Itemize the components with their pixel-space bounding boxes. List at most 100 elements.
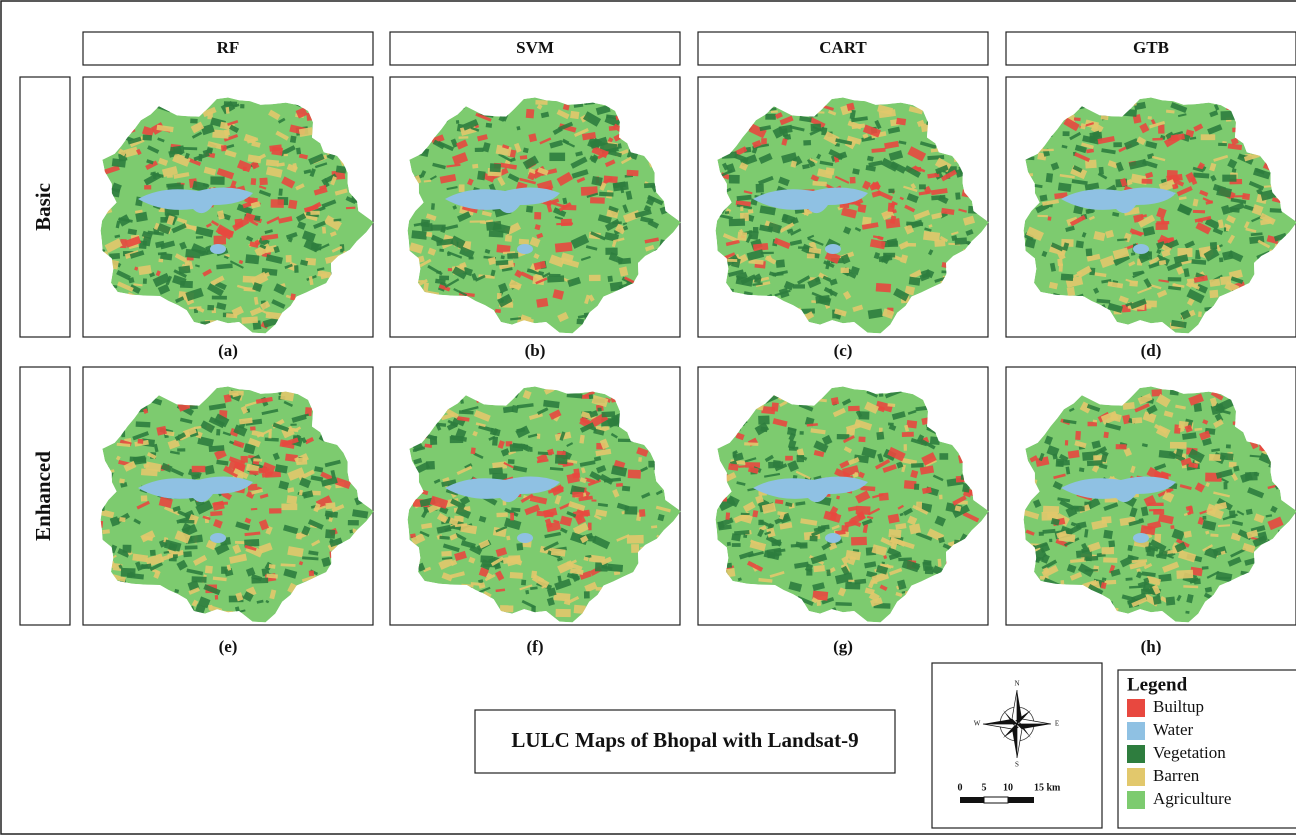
- map-patch: [826, 569, 831, 576]
- map-patch: [477, 171, 486, 181]
- map-patch: [141, 495, 148, 501]
- lake-small: [517, 533, 533, 543]
- map-patch: [535, 100, 547, 105]
- map-patch: [916, 502, 922, 510]
- map-patch: [1043, 506, 1059, 513]
- map-patch: [1145, 546, 1151, 552]
- map-patch: [508, 555, 520, 561]
- map-patch: [1102, 547, 1115, 554]
- scale-label: 0: [958, 782, 963, 793]
- map-patch: [577, 517, 582, 520]
- lake-small: [210, 244, 226, 254]
- map-patch: [1209, 454, 1221, 461]
- map-patch: [727, 259, 737, 262]
- map-patch: [744, 442, 758, 446]
- map-patch: [905, 243, 916, 247]
- map-patch: [210, 176, 224, 184]
- map-patch: [589, 394, 594, 399]
- map-patch: [183, 551, 192, 557]
- map-patch: [745, 462, 760, 468]
- map-patch: [1166, 597, 1176, 606]
- panel-label: (e): [219, 637, 238, 656]
- map-patch: [737, 232, 747, 241]
- map-patch: [934, 239, 945, 247]
- map-patch: [771, 402, 778, 411]
- map-patch: [505, 235, 512, 242]
- map-patch: [192, 466, 206, 472]
- map-patch: [748, 209, 754, 214]
- map-patch: [501, 255, 505, 259]
- map-patch: [955, 192, 960, 199]
- map-patch: [876, 432, 884, 440]
- map-patch: [251, 578, 268, 584]
- map-patch: [740, 206, 743, 211]
- map-patch: [627, 170, 639, 176]
- map-patch: [1231, 195, 1245, 197]
- map-patch: [1209, 278, 1220, 286]
- map-patch: [253, 458, 262, 462]
- map-patch: [768, 554, 775, 558]
- map-patch: [496, 260, 509, 265]
- map-patch: [1108, 540, 1115, 547]
- map-patch: [190, 119, 198, 124]
- map-patch: [850, 177, 856, 184]
- map-patch: [322, 227, 326, 234]
- map-patch: [1219, 257, 1223, 262]
- map-patch: [1166, 489, 1171, 493]
- map-patch: [1226, 225, 1229, 231]
- map-patch: [1176, 570, 1193, 579]
- map-patch: [727, 542, 731, 546]
- map-patch: [265, 437, 279, 441]
- map-patch: [235, 218, 244, 227]
- legend-label: Barren: [1153, 766, 1200, 785]
- map-patch: [848, 406, 860, 411]
- map-patch: [639, 509, 646, 517]
- legend-label: Builtup: [1153, 697, 1204, 716]
- map-patch: [919, 184, 926, 189]
- map-patch: [938, 559, 942, 567]
- map-patch: [240, 104, 244, 108]
- map-patch: [572, 492, 583, 498]
- map-patch: [911, 463, 924, 468]
- map-patch: [871, 581, 877, 584]
- map-patch: [507, 253, 518, 259]
- map-patch: [251, 178, 257, 185]
- map-patch: [119, 517, 126, 522]
- panel-label: (h): [1141, 637, 1162, 656]
- map-patch: [547, 275, 564, 282]
- map-patch: [1057, 259, 1063, 266]
- figure-title: LULC Maps of Bhopal with Landsat-9: [511, 728, 858, 752]
- map-patch: [599, 192, 613, 197]
- map-patch: [215, 595, 218, 600]
- map-patch: [590, 197, 605, 204]
- map-patch: [813, 565, 825, 572]
- map-patch: [608, 276, 613, 282]
- map-patch: [185, 249, 200, 259]
- map-patch: [496, 512, 507, 517]
- map-patch: [309, 570, 314, 576]
- map-patch: [888, 403, 896, 407]
- map-patch: [1153, 509, 1164, 515]
- map-patch: [447, 252, 451, 256]
- map-patch: [589, 275, 601, 281]
- map-patch: [925, 566, 934, 574]
- map-patch: [876, 283, 891, 293]
- map-patch: [271, 199, 284, 208]
- compass-west: W: [974, 720, 981, 728]
- map-patch: [510, 513, 514, 521]
- map-patch: [1185, 611, 1189, 614]
- map-patch: [549, 153, 565, 161]
- map-patch: [207, 305, 214, 311]
- map-patch: [119, 478, 125, 483]
- map-patch: [192, 576, 207, 582]
- map-patch: [1148, 116, 1152, 120]
- map-patch: [1046, 173, 1053, 183]
- map-patch: [269, 564, 276, 569]
- map-patch: [807, 253, 815, 258]
- map-patch: [259, 468, 267, 474]
- map-patch: [835, 602, 851, 606]
- map-patch: [771, 110, 778, 113]
- map-patch: [831, 397, 839, 405]
- map-patch: [758, 416, 770, 425]
- map-patch: [310, 211, 319, 215]
